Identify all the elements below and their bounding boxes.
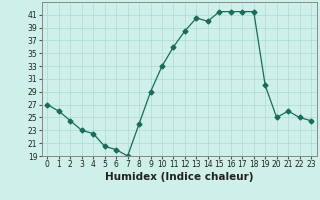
X-axis label: Humidex (Indice chaleur): Humidex (Indice chaleur) — [105, 172, 253, 182]
